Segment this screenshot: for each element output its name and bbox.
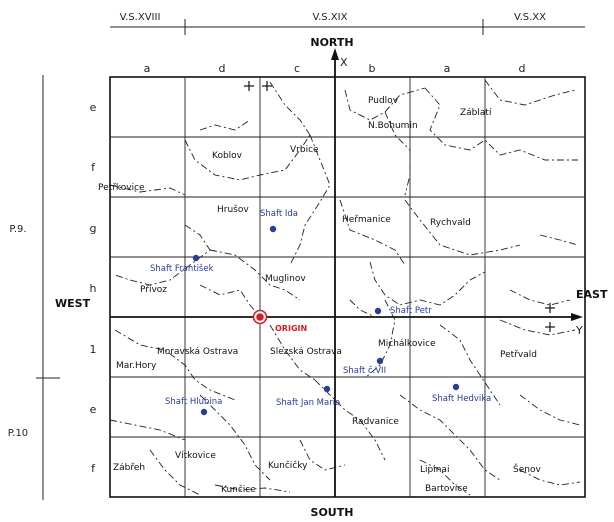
column-label: d (219, 62, 226, 75)
shaft-dot (192, 254, 200, 262)
shaft-label: Shaft Hedvika (432, 394, 491, 404)
place-label: Muglinov (265, 274, 306, 284)
place-label: Petřkovice (98, 183, 145, 193)
sheet-label-vs-xx: V.S.XX (514, 12, 546, 23)
place-label: Slezská Ostrava (270, 347, 342, 357)
column-label: a (444, 62, 451, 75)
place-label: Michálkovice (378, 339, 436, 349)
place-label: Mar.Hory (116, 361, 157, 371)
district-boundaries (109, 79, 581, 496)
coordinate-axes (110, 48, 583, 497)
corner-markers (244, 81, 555, 332)
top-sheet-index: V.S.XVIII V.S.XIX V.S.XX (110, 12, 585, 35)
place-label: Radvanice (352, 417, 399, 427)
shaft-label: Shaft Hlubina (165, 397, 222, 407)
place-label: Zábřeh (113, 463, 145, 473)
place-label: Hrušov (217, 204, 249, 215)
place-label: Kunčice (221, 484, 256, 495)
place-label: Rychvald (430, 218, 471, 228)
shaft-dot (452, 383, 460, 391)
place-label: Heřmanice (342, 215, 391, 225)
place-label: Petřvald (500, 350, 537, 360)
row-label: 1 (90, 343, 97, 356)
shaft-label: Shaft Ida (260, 209, 298, 219)
place-label: Koblov (212, 151, 243, 161)
column-label: a (144, 62, 151, 75)
row-labels: e f g h 1 e f (90, 101, 97, 475)
shaft-dot (200, 408, 208, 416)
shaft-label: Shaft Jan Maria (276, 398, 340, 408)
shaft-markers: Shaft Ida Shaft František Shaft Petr Sha… (150, 209, 491, 416)
row-label: f (91, 462, 96, 475)
shaft-dot (376, 357, 384, 365)
shaft-label: Shaft Petr (390, 306, 432, 316)
column-labels: a d c b a d (144, 62, 526, 75)
west-label: WEST (55, 297, 91, 310)
place-label: Záblatí (460, 108, 492, 118)
row-label: h (90, 282, 97, 295)
sheet-label-p10: P.10 (8, 428, 28, 439)
column-label: c (294, 62, 300, 75)
east-label: EAST (576, 288, 608, 301)
place-label: Pudlov (368, 96, 399, 106)
row-label: e (90, 403, 97, 416)
place-label: Moravská Ostrava (157, 347, 238, 357)
place-label: Přívoz (140, 285, 167, 295)
place-labels: Pudlov N.Bohumin Záblatí Koblov Vrbice P… (98, 96, 541, 495)
north-label: NORTH (310, 36, 353, 49)
shaft-label: Shaft č.VII (343, 365, 386, 376)
place-label: N.Bohumin (368, 121, 418, 131)
column-label: d (519, 62, 526, 75)
sheet-label-vs-xviii: V.S.XVIII (120, 12, 161, 23)
shaft-label: Shaft František (150, 263, 214, 274)
place-label: Šenov (513, 463, 541, 475)
sheet-label-vs-xix: V.S.XIX (313, 12, 348, 23)
place-label: Lipinai (420, 465, 449, 475)
x-axis-label: X (340, 56, 348, 69)
place-label: Kunčičky (268, 460, 308, 471)
origin-marker: ORIGIN (252, 309, 307, 333)
shaft-dot (323, 385, 331, 393)
south-label: SOUTH (311, 506, 354, 519)
shaft-dot (374, 307, 382, 315)
row-label: f (91, 161, 96, 174)
sheet-label-p9: P.9. (9, 224, 26, 235)
y-axis-label: Y (575, 324, 583, 337)
place-label: Vrbice (290, 145, 319, 155)
place-label: Vítkovice (175, 451, 216, 461)
map-grid (109, 76, 586, 498)
origin-label: ORIGIN (275, 324, 307, 333)
row-label: e (90, 101, 97, 114)
place-label: Bartovice (425, 484, 468, 494)
shaft-dot (269, 225, 277, 233)
column-label: b (369, 62, 376, 75)
row-label: g (90, 222, 97, 235)
left-sheet-index: P.9. P.10 (8, 75, 60, 500)
